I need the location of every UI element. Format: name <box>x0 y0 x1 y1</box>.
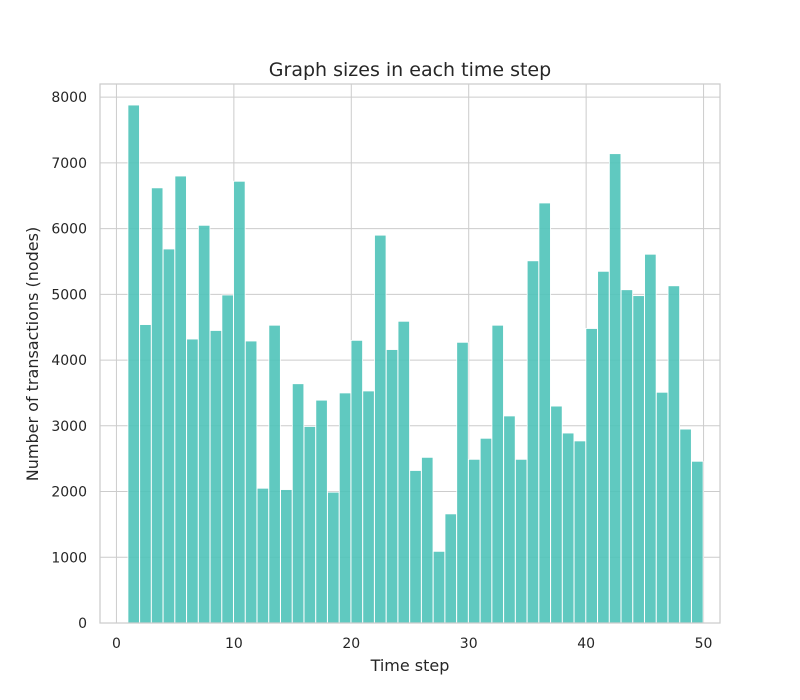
histogram-bar <box>432 550 446 624</box>
histogram-bar <box>608 153 622 624</box>
bars-layer <box>127 104 704 624</box>
y-tick-label: 7000 <box>51 156 87 172</box>
histogram-bar <box>573 440 587 624</box>
histogram-bar <box>444 513 457 624</box>
histogram-bar <box>620 289 634 624</box>
histogram-bar <box>385 349 399 624</box>
y-tick-label: 8000 <box>51 90 87 106</box>
histogram-bar <box>644 253 657 624</box>
y-tick-label: 6000 <box>51 222 87 238</box>
histogram-bar <box>350 339 363 624</box>
histogram-bar <box>491 324 504 624</box>
histogram-bar <box>550 405 563 624</box>
histogram-bar <box>468 458 481 624</box>
histogram-bar <box>679 428 692 624</box>
histogram-bar <box>186 338 199 624</box>
histogram-bar <box>503 415 516 624</box>
histogram-bar <box>327 491 340 624</box>
histogram-bar <box>139 324 152 624</box>
histogram-bar <box>221 294 234 624</box>
y-tick-label: 1000 <box>51 550 87 566</box>
histogram-bar <box>315 399 328 624</box>
x-tick-label: 30 <box>460 636 478 652</box>
histogram-bar <box>655 391 669 624</box>
histogram-bar <box>174 175 187 624</box>
histogram-bar <box>632 295 645 624</box>
histogram-bar <box>151 187 164 624</box>
histogram-bar <box>479 437 493 624</box>
histogram-bar <box>198 224 211 624</box>
y-axis-label: Number of transactions (nodes) <box>23 227 42 481</box>
histogram-bar <box>291 383 305 624</box>
histogram-bar <box>256 487 270 624</box>
x-tick-label: 40 <box>577 636 595 652</box>
histogram-bar <box>127 104 140 624</box>
x-tick-label: 50 <box>695 636 713 652</box>
histogram-bar <box>280 489 293 624</box>
histogram-bar <box>456 341 469 624</box>
histogram-bar <box>268 324 281 624</box>
y-tick-labels: 0 1000 2000 3000 4000 5000 6000 7000 8000 <box>51 90 87 632</box>
histogram-bar <box>244 340 258 624</box>
x-axis-label: Time step <box>370 656 450 675</box>
histogram-bar <box>691 460 704 624</box>
histogram-bar <box>538 202 551 624</box>
histogram-bar <box>515 458 528 624</box>
histogram-bar <box>303 426 316 624</box>
x-tick-label: 20 <box>342 636 360 652</box>
histogram-bar <box>409 470 422 624</box>
histogram-bar <box>421 456 434 624</box>
x-tick-label: 0 <box>112 636 121 652</box>
y-tick-label: 2000 <box>51 485 87 501</box>
histogram-bar <box>667 285 680 624</box>
histogram-bar <box>585 328 598 624</box>
histogram-bar <box>338 392 352 624</box>
x-tick-label: 10 <box>225 636 243 652</box>
histogram-bar <box>233 180 246 624</box>
histogram-bar <box>397 320 410 624</box>
chart-title: Graph sizes in each time step <box>269 59 551 81</box>
histogram-bar <box>362 390 375 624</box>
y-tick-label: 0 <box>78 616 87 632</box>
x-tick-labels: 0 10 20 30 40 50 <box>112 636 712 652</box>
y-tick-label: 5000 <box>51 287 87 303</box>
y-tick-label: 4000 <box>51 353 87 369</box>
plot-frame <box>99 83 721 624</box>
histogram-bar <box>162 248 176 624</box>
histogram-bar <box>374 234 387 624</box>
histogram-bar <box>562 432 575 624</box>
histogram-bar <box>209 330 223 624</box>
y-tick-label: 3000 <box>51 419 87 435</box>
histogram-bar <box>597 270 610 624</box>
histogram-bar <box>526 260 540 624</box>
